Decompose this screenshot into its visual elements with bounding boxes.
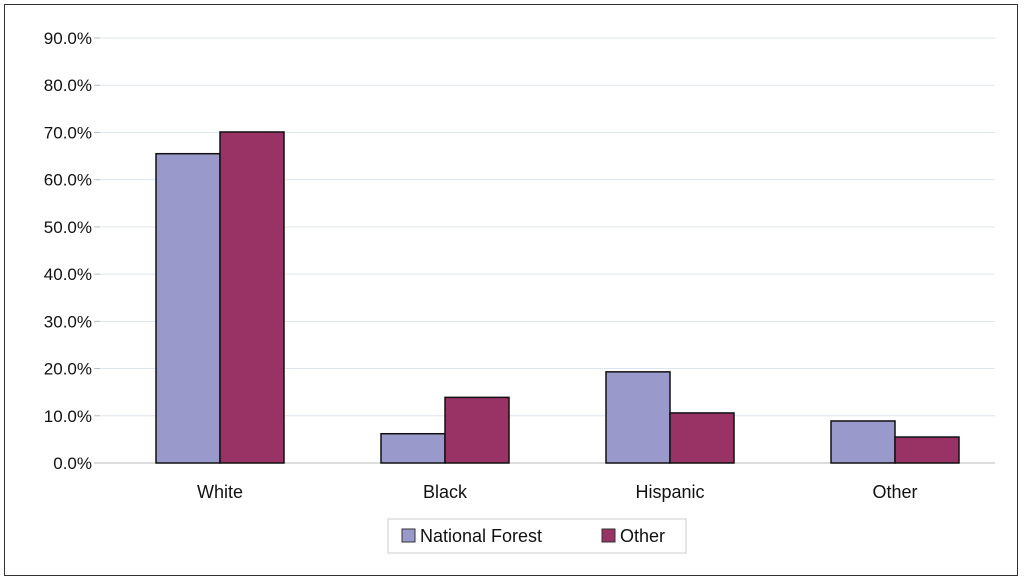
x-category-label: White	[197, 482, 243, 502]
y-axis: 0.0% 10.0% 20.0% 30.0% 40.0% 50.0% 60.0% 70.0% 8…	[44, 29, 100, 473]
bar-black-other	[444, 396, 510, 464]
y-tick-label: 80.0%	[44, 76, 92, 95]
x-category-label: Black	[423, 482, 468, 502]
legend-swatch	[401, 528, 416, 543]
bars	[155, 131, 960, 464]
y-tick-label: 40.0%	[44, 265, 92, 284]
x-category-label: Other	[872, 482, 917, 502]
x-category-label: Hispanic	[635, 482, 704, 502]
y-tick-label: 30.0%	[44, 312, 92, 331]
bar-black-national-forest	[380, 432, 446, 464]
bar-white-national-forest	[155, 152, 221, 464]
y-tick-label: 50.0%	[44, 218, 92, 237]
legend-label: Other	[620, 526, 665, 546]
y-tick-label: 10.0%	[44, 407, 92, 426]
bar-hispanic-other	[669, 412, 735, 464]
y-tick-label: 90.0%	[44, 29, 92, 48]
bar-other-national-forest	[830, 420, 896, 464]
legend-label: National Forest	[420, 526, 542, 546]
legend-swatch	[601, 528, 616, 543]
bar-hispanic-national-forest	[605, 371, 671, 464]
y-tick-label: 0.0%	[53, 454, 92, 473]
y-tick-label: 70.0%	[44, 123, 92, 142]
legend-box	[387, 518, 687, 554]
y-tick-label: 60.0%	[44, 171, 92, 190]
bar-other-other	[894, 436, 960, 464]
x-axis: White Black Hispanic Other	[197, 482, 918, 502]
y-tick-label: 20.0%	[44, 360, 92, 379]
legend: National Forest Other	[387, 518, 687, 554]
bar-white-other	[219, 131, 285, 464]
